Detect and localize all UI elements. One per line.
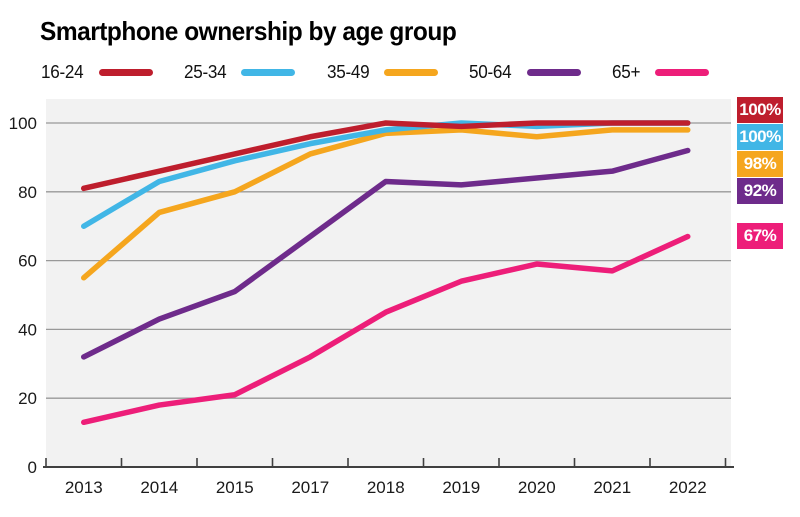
x-axis-tick-label: 2018 [367,478,405,497]
legend-swatch-icon [384,69,439,76]
x-axis-tick-label: 2022 [669,478,707,497]
end-label-badge-35-49: 98% [737,151,783,177]
x-axis-tick-label: 2020 [518,478,556,497]
y-axis-tick-label: 20 [18,389,37,408]
end-label-badge-16-24: 100% [737,97,783,123]
chart-legend: 16-24 25-34 35-49 50-64 65+ [41,62,709,83]
x-axis-tick-label: 2015 [216,478,254,497]
chart-title: Smartphone ownership by age group [40,16,457,46]
legend-label: 25-34 [183,62,227,82]
plot-background [46,99,731,467]
legend-swatch-icon [241,69,296,76]
x-axis-tick-label: 2021 [593,478,631,497]
legend-item-16-24: 16-24 [41,62,153,83]
x-axis-tick-label: 2017 [291,478,329,497]
series-line-65+ [81,233,691,426]
y-axis-tick-label: 60 [18,252,37,271]
series-line-16-24 [81,120,691,192]
y-axis-tick-label: 100 [9,114,37,133]
legend-label: 16-24 [41,62,84,82]
legend-label: 35-49 [326,62,370,82]
x-axis-tick-label: 2014 [140,478,178,497]
x-axis-tick-label: 2013 [65,478,103,497]
series-line-50-64 [81,147,691,360]
end-label-badge-50-64: 92% [737,178,783,204]
legend-item-25-34: 25-34 [184,62,296,83]
y-axis-tick-label: 80 [18,183,37,202]
legend-swatch-icon [654,69,709,76]
y-axis-tick-label: 40 [18,320,37,339]
legend-item-50-64: 50-64 [469,62,582,83]
end-label-badge-65plus: 67% [737,223,783,249]
legend-item-65plus: 65+ [612,62,709,83]
x-axis-tick-label: 2019 [442,478,480,497]
legend-swatch-icon [98,69,153,76]
y-axis-tick-label: 0 [28,458,37,477]
legend-label: 65+ [612,62,641,82]
end-label-badge-25-34: 100% [737,124,783,150]
legend-swatch-icon [527,69,582,76]
legend-item-35-49: 35-49 [327,62,439,83]
legend-label: 50-64 [469,62,512,82]
series-line-35-49 [81,127,691,281]
